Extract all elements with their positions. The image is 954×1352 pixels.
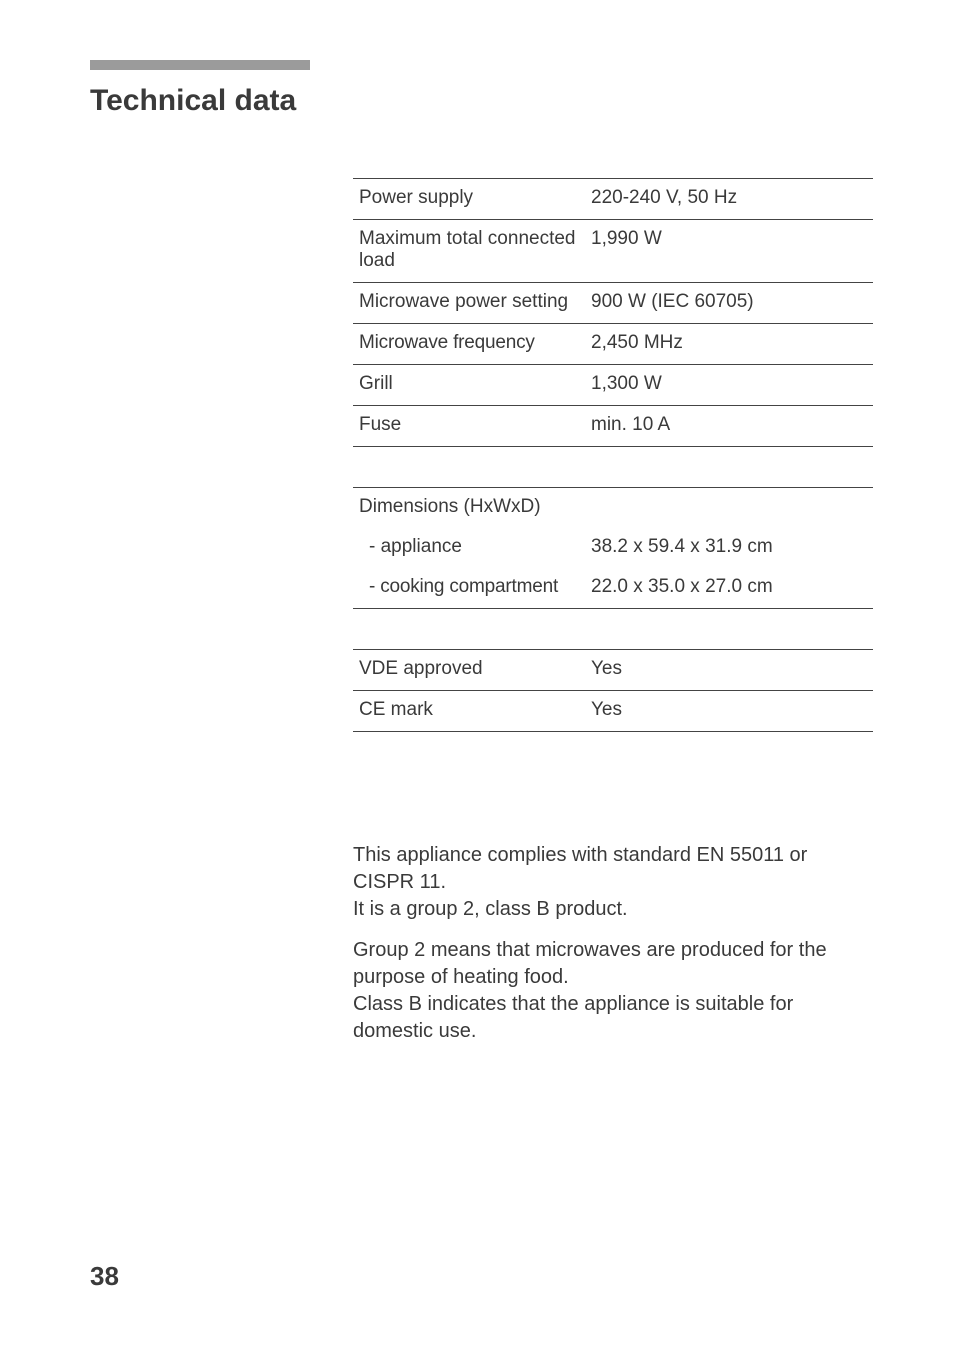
content-area: Power supply 220-240 V, 50 Hz Maximum to… (353, 178, 864, 1045)
table-row: Dimensions (HxWxD) (353, 488, 873, 529)
spec-label: Grill (353, 365, 585, 406)
spec-value: 220-240 V, 50 Hz (585, 179, 873, 220)
spec-label: Maximum total connected load (353, 220, 585, 283)
spec-value (585, 488, 873, 529)
note-line: Class B indicates that the appliance is … (353, 993, 793, 1042)
spec-value: 2,450 MHz (585, 324, 873, 365)
table-row: Microwave power setting 900 W (IEC 60705… (353, 283, 873, 324)
approval-value: Yes (585, 691, 873, 732)
spec-label: Microwave power setting (353, 283, 585, 324)
note-line: It is a group 2, class B product. (353, 898, 628, 920)
page-title: Technical data (90, 84, 864, 118)
spacer (353, 447, 873, 488)
approval-label: CE mark (353, 691, 585, 732)
compliance-notes: This appliance complies with standard EN… (353, 842, 873, 1045)
spec-label: Microwave frequency (353, 324, 585, 365)
note-line: Group 2 means that microwaves are produc… (353, 939, 827, 988)
approval-label: VDE approved (353, 650, 585, 691)
table-row: Microwave frequency 2,450 MHz (353, 324, 873, 365)
dimensions-appliance-value: 38.2 x 59.4 x 31.9 cm (585, 528, 873, 568)
table-row: - appliance 38.2 x 59.4 x 31.9 cm (353, 528, 873, 568)
spec-value: 1,990 W (585, 220, 873, 283)
dimensions-compartment-label: - cooking compartment (353, 568, 585, 609)
table-row: VDE approved Yes (353, 650, 873, 691)
table-row: Power supply 220-240 V, 50 Hz (353, 179, 873, 220)
table-row: Maximum total connected load 1,990 W (353, 220, 873, 283)
dimensions-compartment-value: 22.0 x 35.0 x 27.0 cm (585, 568, 873, 609)
table-row: Grill 1,300 W (353, 365, 873, 406)
note-text: This appliance complies with standard EN… (353, 842, 873, 923)
header-accent-bar (90, 60, 310, 70)
spec-value: 1,300 W (585, 365, 873, 406)
table-row: CE mark Yes (353, 691, 873, 732)
approval-value: Yes (585, 650, 873, 691)
spacer (353, 609, 873, 650)
table-row: Fuse min. 10 A (353, 406, 873, 447)
spec-value: 900 W (IEC 60705) (585, 283, 873, 324)
page: Technical data Power supply 220-240 V, 5… (0, 0, 954, 1352)
dimensions-appliance-label: - appliance (353, 528, 585, 568)
spec-value: min. 10 A (585, 406, 873, 447)
note-text: Group 2 means that microwaves are produc… (353, 937, 873, 1045)
page-number: 38 (90, 1261, 119, 1292)
spec-label: Fuse (353, 406, 585, 447)
spec-table: Power supply 220-240 V, 50 Hz Maximum to… (353, 178, 873, 732)
spec-label: Power supply (353, 179, 585, 220)
dimensions-header: Dimensions (HxWxD) (353, 488, 585, 529)
note-line: This appliance complies with standard EN… (353, 844, 807, 893)
table-row: - cooking compartment 22.0 x 35.0 x 27.0… (353, 568, 873, 609)
